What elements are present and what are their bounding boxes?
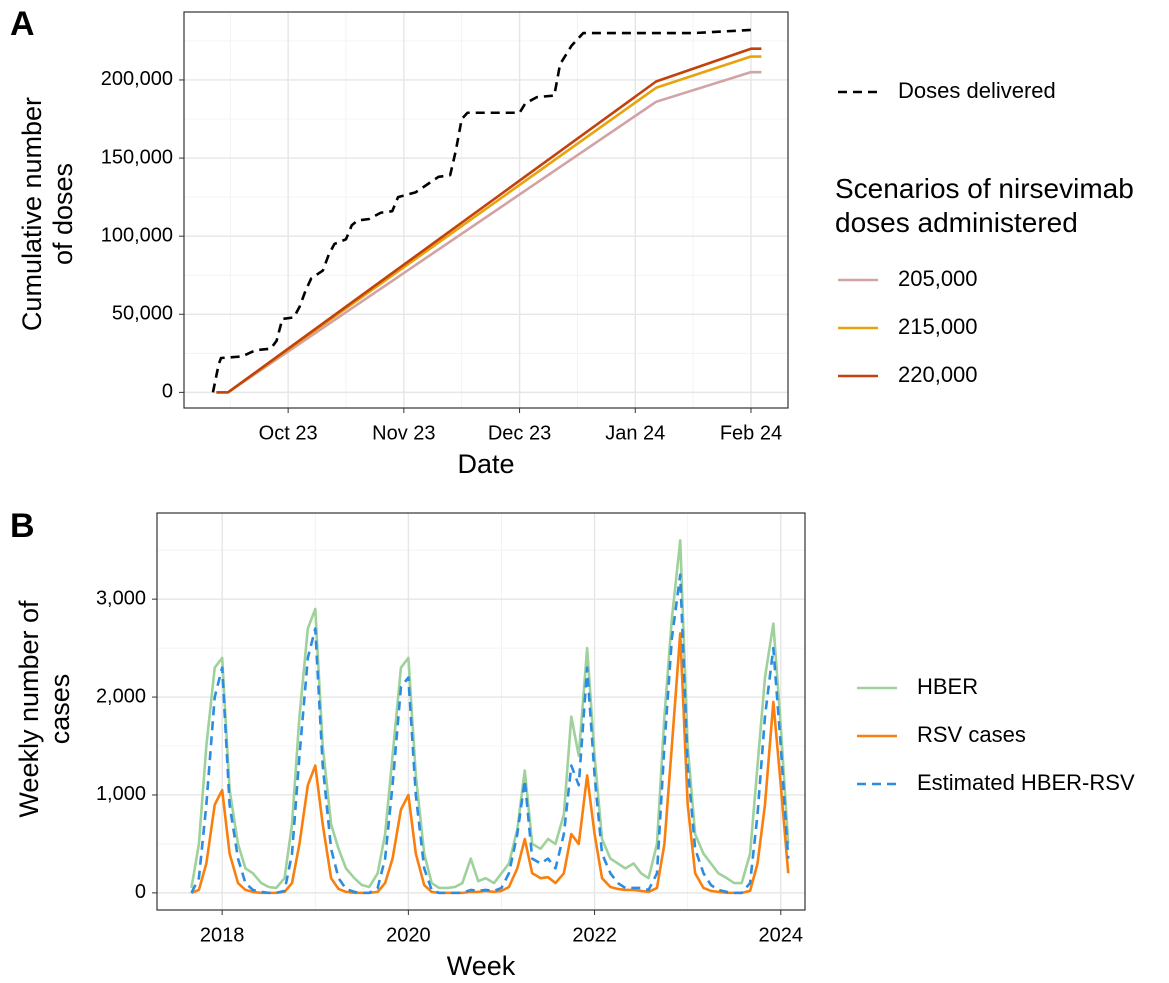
x-tick-label: 2020 (386, 924, 431, 946)
data-line (190, 632, 790, 895)
x-tick-label: Jan 24 (605, 422, 665, 444)
data-line (211, 28, 752, 393)
legend-label: HBER (917, 674, 978, 699)
y-tick-label: 50,000 (112, 303, 173, 325)
y-tick-label: 150,000 (101, 146, 173, 168)
legend-label: 215,000 (898, 314, 978, 339)
y-tick-label: 200,000 (101, 68, 173, 90)
x-axis-title: Week (447, 951, 516, 981)
x-tick-label: Dec 23 (488, 422, 551, 444)
y-tick-label: 3,000 (96, 587, 146, 609)
panel-label: A (10, 5, 35, 43)
legend-label: 220,000 (898, 362, 978, 387)
legend-label: RSV cases (917, 722, 1026, 747)
y-tick-label: 0 (162, 381, 173, 403)
y-tick-label: 1,000 (96, 783, 146, 805)
y-axis-title: Weekly number of cases (14, 600, 75, 818)
legend-label: Estimated HBER-RSV (917, 770, 1135, 795)
x-tick-label: Feb 24 (720, 422, 782, 444)
data-line (216, 47, 762, 394)
y-axis-title: Cumulative number of doses (17, 96, 78, 332)
legend-label: Doses delivered (898, 78, 1056, 103)
y-tick-label: 2,000 (96, 685, 146, 707)
x-tick-label: Nov 23 (372, 422, 435, 444)
x-axis-title: Date (457, 449, 514, 479)
plot-border (183, 11, 789, 409)
x-tick-label: Oct 23 (259, 422, 318, 444)
x-tick-label: 2018 (200, 924, 245, 946)
plot-background (157, 513, 805, 910)
x-tick-label: 2024 (759, 924, 804, 946)
legend-label: 205,000 (898, 266, 978, 291)
legend-title: Scenarios of nirsevimab doses administer… (835, 173, 1134, 238)
plot-border (156, 512, 806, 911)
x-tick-label: 2022 (572, 924, 617, 946)
panel-label: B (10, 507, 35, 545)
data-line (190, 573, 790, 895)
data-line (190, 539, 790, 890)
y-tick-label: 0 (135, 881, 146, 903)
y-tick-label: 100,000 (101, 224, 173, 246)
